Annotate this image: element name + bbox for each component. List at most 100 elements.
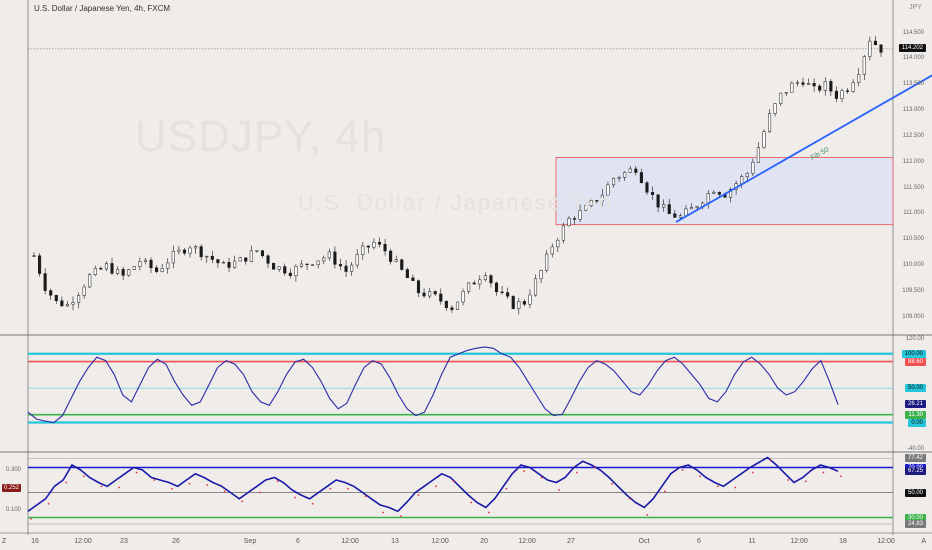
candle-body <box>350 264 354 272</box>
time-tick-label: 26 <box>172 538 180 545</box>
candle-body <box>617 177 621 179</box>
candle-body <box>823 81 827 91</box>
candle-body <box>255 250 259 252</box>
rsi-signal-dot <box>276 480 279 483</box>
candle-body <box>244 257 248 262</box>
candle-body <box>277 266 281 270</box>
candle-body <box>383 244 387 252</box>
candle-body <box>104 263 108 270</box>
auto-scale-button[interactable]: A <box>921 538 926 545</box>
candle-body <box>829 81 833 92</box>
rsi-signal-dot <box>575 471 578 474</box>
candle-body <box>99 268 103 270</box>
price-tick-label: 112.500 <box>902 132 924 139</box>
candle-body <box>188 247 192 254</box>
candle-body <box>689 207 694 210</box>
candle-body <box>522 301 526 305</box>
candle-body <box>768 113 772 132</box>
candle-body <box>361 245 365 255</box>
cci-level-tag[interactable]: 0.00 <box>908 418 926 427</box>
rsi-level-tag[interactable]: 30.00 <box>904 513 926 522</box>
rsi-level-tag[interactable]: 24.83 <box>904 519 926 528</box>
rsi-left-current-tag[interactable]: 0.252 <box>2 484 22 492</box>
candle-body <box>773 103 777 114</box>
candle-body <box>77 295 81 303</box>
cci-level-tag[interactable]: 11.30 <box>905 410 926 419</box>
price-tick-label: 109.500 <box>902 287 924 294</box>
candle-body <box>834 90 838 99</box>
candle-body <box>578 210 582 220</box>
rsi-level-tag[interactable]: 50.00 <box>904 488 926 497</box>
current-price-tag[interactable]: 114.202 <box>898 43 926 52</box>
candle-body <box>740 176 744 184</box>
candle-body <box>199 246 203 258</box>
candle-body <box>634 168 638 173</box>
cci-level-tag[interactable]: 88.60 <box>904 357 926 366</box>
candle-body <box>394 259 398 262</box>
rsi-level-tag[interactable]: 77.42 <box>904 454 926 463</box>
candle-body <box>71 302 75 305</box>
candle-body <box>433 291 437 295</box>
price-tick-label: 114.000 <box>902 55 924 62</box>
candle-body <box>428 291 432 297</box>
rsi-signal-dot <box>769 459 772 461</box>
candle-body <box>160 268 164 272</box>
rsi-signal-dot <box>681 469 684 471</box>
rsi-left-tick: 0.300 <box>6 467 22 473</box>
candle-body <box>283 266 287 274</box>
candle-body <box>807 83 811 85</box>
rsi-signal-dot <box>699 475 702 478</box>
price-tick-label: 110.000 <box>902 262 924 268</box>
candle-body <box>65 303 69 307</box>
rsi-signal-dot <box>347 487 349 490</box>
rsi-signal-dot <box>840 475 842 478</box>
candle-body <box>550 246 554 255</box>
candle-body <box>171 251 175 264</box>
candle-body <box>545 253 549 271</box>
rsi-level-tag[interactable]: 67.25 <box>904 466 926 475</box>
rsi-signal-dot <box>523 470 525 473</box>
chart-title: U.S. Dollar / Japanese Yen, 4h, FXCM <box>34 4 171 13</box>
candle-body <box>305 263 309 266</box>
candle-body <box>606 184 610 196</box>
time-tick-label: 16 <box>31 538 39 545</box>
candle-body <box>110 263 114 274</box>
candle-body <box>500 291 504 293</box>
candle-body <box>450 307 454 310</box>
candle-body <box>43 273 47 291</box>
rsi-signal-dot <box>118 486 120 489</box>
candle-body <box>556 239 560 248</box>
candle-body <box>216 259 220 264</box>
rsi-signal-dot <box>752 471 754 474</box>
cci-level-tag[interactable]: 50.00 <box>904 384 926 393</box>
rsi-signal-dot <box>47 502 50 505</box>
candle-body <box>93 268 97 275</box>
candle-body <box>233 260 237 268</box>
rsi-signal-dot <box>611 482 613 485</box>
price-tick-label: 113.000 <box>902 107 924 113</box>
cci-level-tag[interactable]: 26.21 <box>904 400 926 409</box>
candle-body <box>667 204 671 214</box>
watermark-name: U.S. Dollar / Japanese Yen <box>298 190 613 215</box>
rsi-signal-dot <box>804 480 807 483</box>
cci-level-tag[interactable]: 100.00 <box>901 349 926 358</box>
rsi-signal-dot <box>664 490 666 493</box>
price-tick-label: 113.500 <box>902 81 924 88</box>
scale-mode-button[interactable]: Z <box>2 538 7 545</box>
trendline <box>675 74 932 223</box>
candle-body <box>311 264 315 266</box>
rsi-signal-dot <box>241 500 244 503</box>
rsi-signal-dot <box>188 482 191 485</box>
rsi-signal-dot <box>646 514 649 516</box>
candle-body <box>467 282 471 292</box>
candle-body <box>751 162 755 174</box>
candle-body <box>194 246 198 249</box>
candle-body <box>483 275 487 281</box>
rsi-signal-dot <box>734 486 737 489</box>
candle-body <box>673 213 677 218</box>
candle-body <box>405 269 409 279</box>
candle-body <box>322 257 326 262</box>
candle-body <box>182 249 187 254</box>
